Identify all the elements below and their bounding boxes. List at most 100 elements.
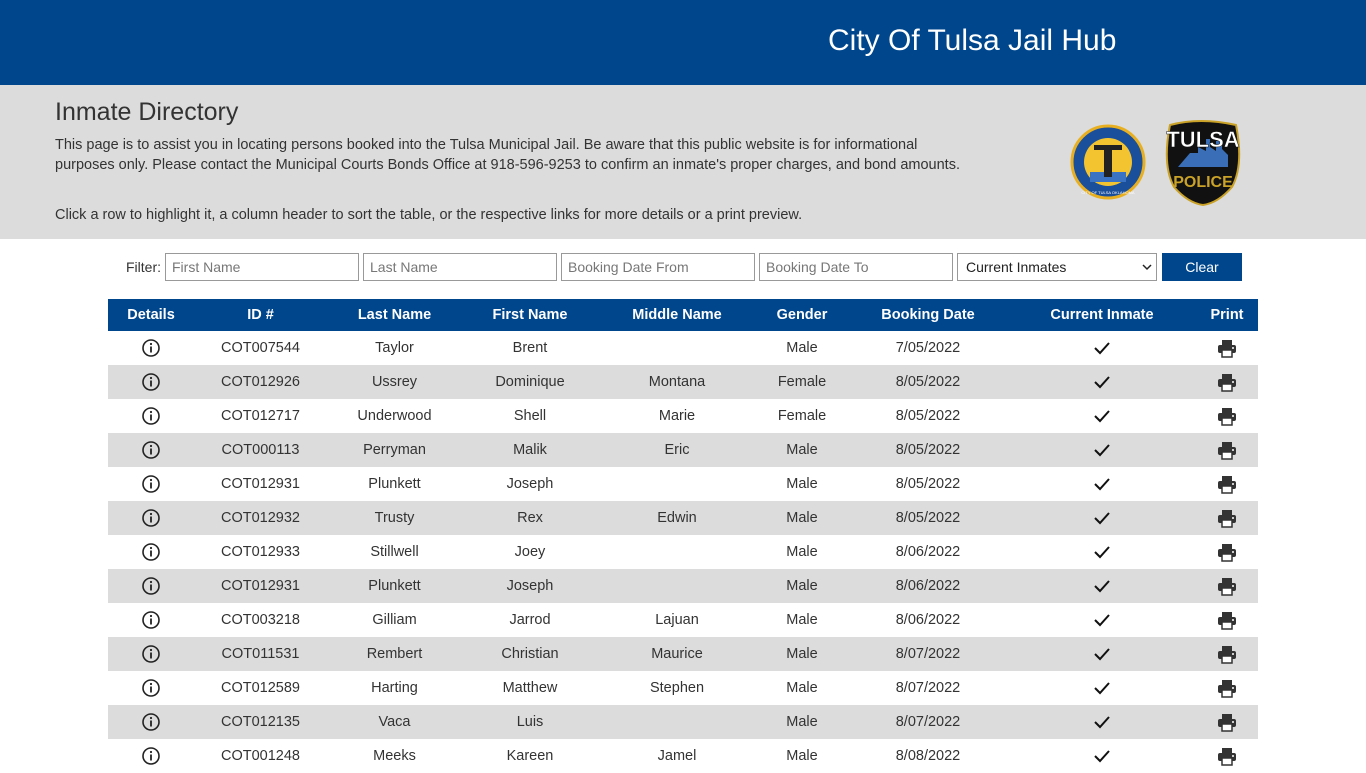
column-header[interactable]: ID # [194,299,327,331]
cell: Kareen [506,748,554,764]
print-link[interactable] [1196,569,1258,603]
info-icon [142,509,160,527]
print-icon [1218,476,1236,494]
print-link[interactable] [1196,365,1258,399]
cell: Joseph [506,476,554,492]
cell: Matthew [502,680,558,696]
last-name-input[interactable]: Last Name [363,253,557,281]
cell: 8/06/2022 [895,544,961,560]
details-link[interactable] [108,331,194,365]
print-icon [1218,510,1236,528]
cell: Shell [513,408,547,424]
cell: 8/06/2022 [848,569,1008,603]
header: City Of Tulsa Jail Hub [0,0,1366,85]
table-row[interactable]: COT001248 Meeks Kareen Jamel Male 8/08/2022 [108,739,1258,773]
current-cell [1008,637,1196,671]
cell [598,535,756,569]
column-header[interactable]: Details [108,299,194,331]
cell: Harting [371,680,418,696]
table-row[interactable]: COT012926 Ussrey Dominique Montana Female 8/0… [108,365,1258,399]
print-link[interactable] [1196,603,1258,637]
column-header[interactable]: Middle Name [598,299,756,331]
print-link[interactable] [1196,399,1258,433]
inmate-table: Details ID # Last Name First Name Middle Nam… [108,299,1258,773]
cell [598,331,756,365]
table-row[interactable]: COT012135 Vaca Luis Male 8/07/2022 [108,705,1258,739]
city-seal: CITY OF TULSA OKLAHOMA [1070,124,1146,200]
table-row[interactable]: COT011531 Rembert Christian Maurice Male 8/07… [108,637,1258,671]
column-header[interactable]: Last Name [327,299,462,331]
details-link[interactable] [108,603,194,637]
table-row[interactable]: COT012931 Plunkett Joseph Male 8/05/2022 [108,467,1258,501]
column-header[interactable]: Booking Date [848,299,1008,331]
police-badge: TULSA POLICE [1165,120,1241,207]
column-header[interactable]: Current Inmate [1008,299,1196,331]
cell: Luis [462,705,598,739]
cell: 8/05/2022 [848,365,1008,399]
print-link[interactable] [1196,671,1258,705]
details-link[interactable] [108,433,194,467]
logos: CITY OF TULSA OKLAHOMA TULSA POLICE [1070,120,1241,207]
details-link[interactable] [108,501,194,535]
table-row[interactable]: COT012932 Trusty Rex Edwin Male 8/05/2022 [108,501,1258,535]
cell: Rembert [327,637,462,671]
print-link[interactable] [1196,467,1258,501]
first-name-input[interactable]: First Name [165,253,359,281]
table-row[interactable]: COT012931 Plunkett Joseph Male 8/06/2022 [108,569,1258,603]
column-header[interactable]: Gender [756,299,848,331]
table-row[interactable]: COT000113 Perryman Malik Eric Male 8/05/2022 [108,433,1258,467]
table-row[interactable]: COT012589 Harting Matthew Stephen Male 8/07/2… [108,671,1258,705]
site-title: City Of Tulsa Jail Hub [828,24,1117,57]
print-link[interactable] [1196,433,1258,467]
cell: Female [777,408,827,424]
table-row[interactable]: COT012933 Stillwell Joey Male 8/06/2022 [108,535,1258,569]
print-icon [1218,442,1236,460]
print-link[interactable] [1196,501,1258,535]
table-row[interactable]: COT012717 Underwood Shell Marie Female 8/05/2… [108,399,1258,433]
table-body: COT007544 Taylor Brent Male 7/05/2022 COT0129… [108,331,1258,773]
details-link[interactable] [108,535,194,569]
print-link[interactable] [1196,705,1258,739]
current-cell [1008,569,1196,603]
check-icon [1094,410,1110,423]
cell: COT011531 [194,637,327,671]
cell: COT012135 [194,705,327,739]
details-link[interactable] [108,399,194,433]
cell: Male [786,680,818,696]
cell: Male [756,569,848,603]
cell: Marie [658,408,696,424]
cell: COT007544 [221,340,300,356]
cell: 8/05/2022 [895,476,961,492]
print-link[interactable] [1196,535,1258,569]
print-link[interactable] [1196,331,1258,365]
intro: Inmate Directory This page is to assist … [0,85,1366,239]
details-link[interactable] [108,637,194,671]
details-link[interactable] [108,569,194,603]
details-link[interactable] [108,705,194,739]
date-to-input[interactable]: Booking Date To [759,253,953,281]
details-link[interactable] [108,671,194,705]
table-row[interactable]: COT003218 Gilliam Jarrod Lajuan Male 8/06/202… [108,603,1258,637]
badge-text: TULSA [1166,127,1239,152]
cell: Trusty [327,501,462,535]
info-icon [142,679,160,697]
inmate-select[interactable]: Current Inmates [957,253,1157,281]
info-icon [142,543,160,561]
column-header[interactable]: First Name [462,299,598,331]
details-link[interactable] [108,467,194,501]
details-link[interactable] [108,365,194,399]
print-link[interactable] [1196,739,1258,773]
clear-button[interactable]: Clear [1162,253,1242,281]
current-cell [1008,467,1196,501]
cell: Christian [462,637,598,671]
cell: 8/07/2022 [848,705,1008,739]
date-from-input[interactable]: Booking Date From [561,253,755,281]
print-icon [1218,748,1236,766]
cell: 8/07/2022 [895,680,961,696]
details-link[interactable] [108,739,194,773]
print-link[interactable] [1196,637,1258,671]
cell: Male [786,612,818,628]
table-row[interactable]: COT007544 Taylor Brent Male 7/05/2022 [108,331,1258,365]
column-header[interactable]: Print [1196,299,1258,331]
cell: Rex [462,501,598,535]
